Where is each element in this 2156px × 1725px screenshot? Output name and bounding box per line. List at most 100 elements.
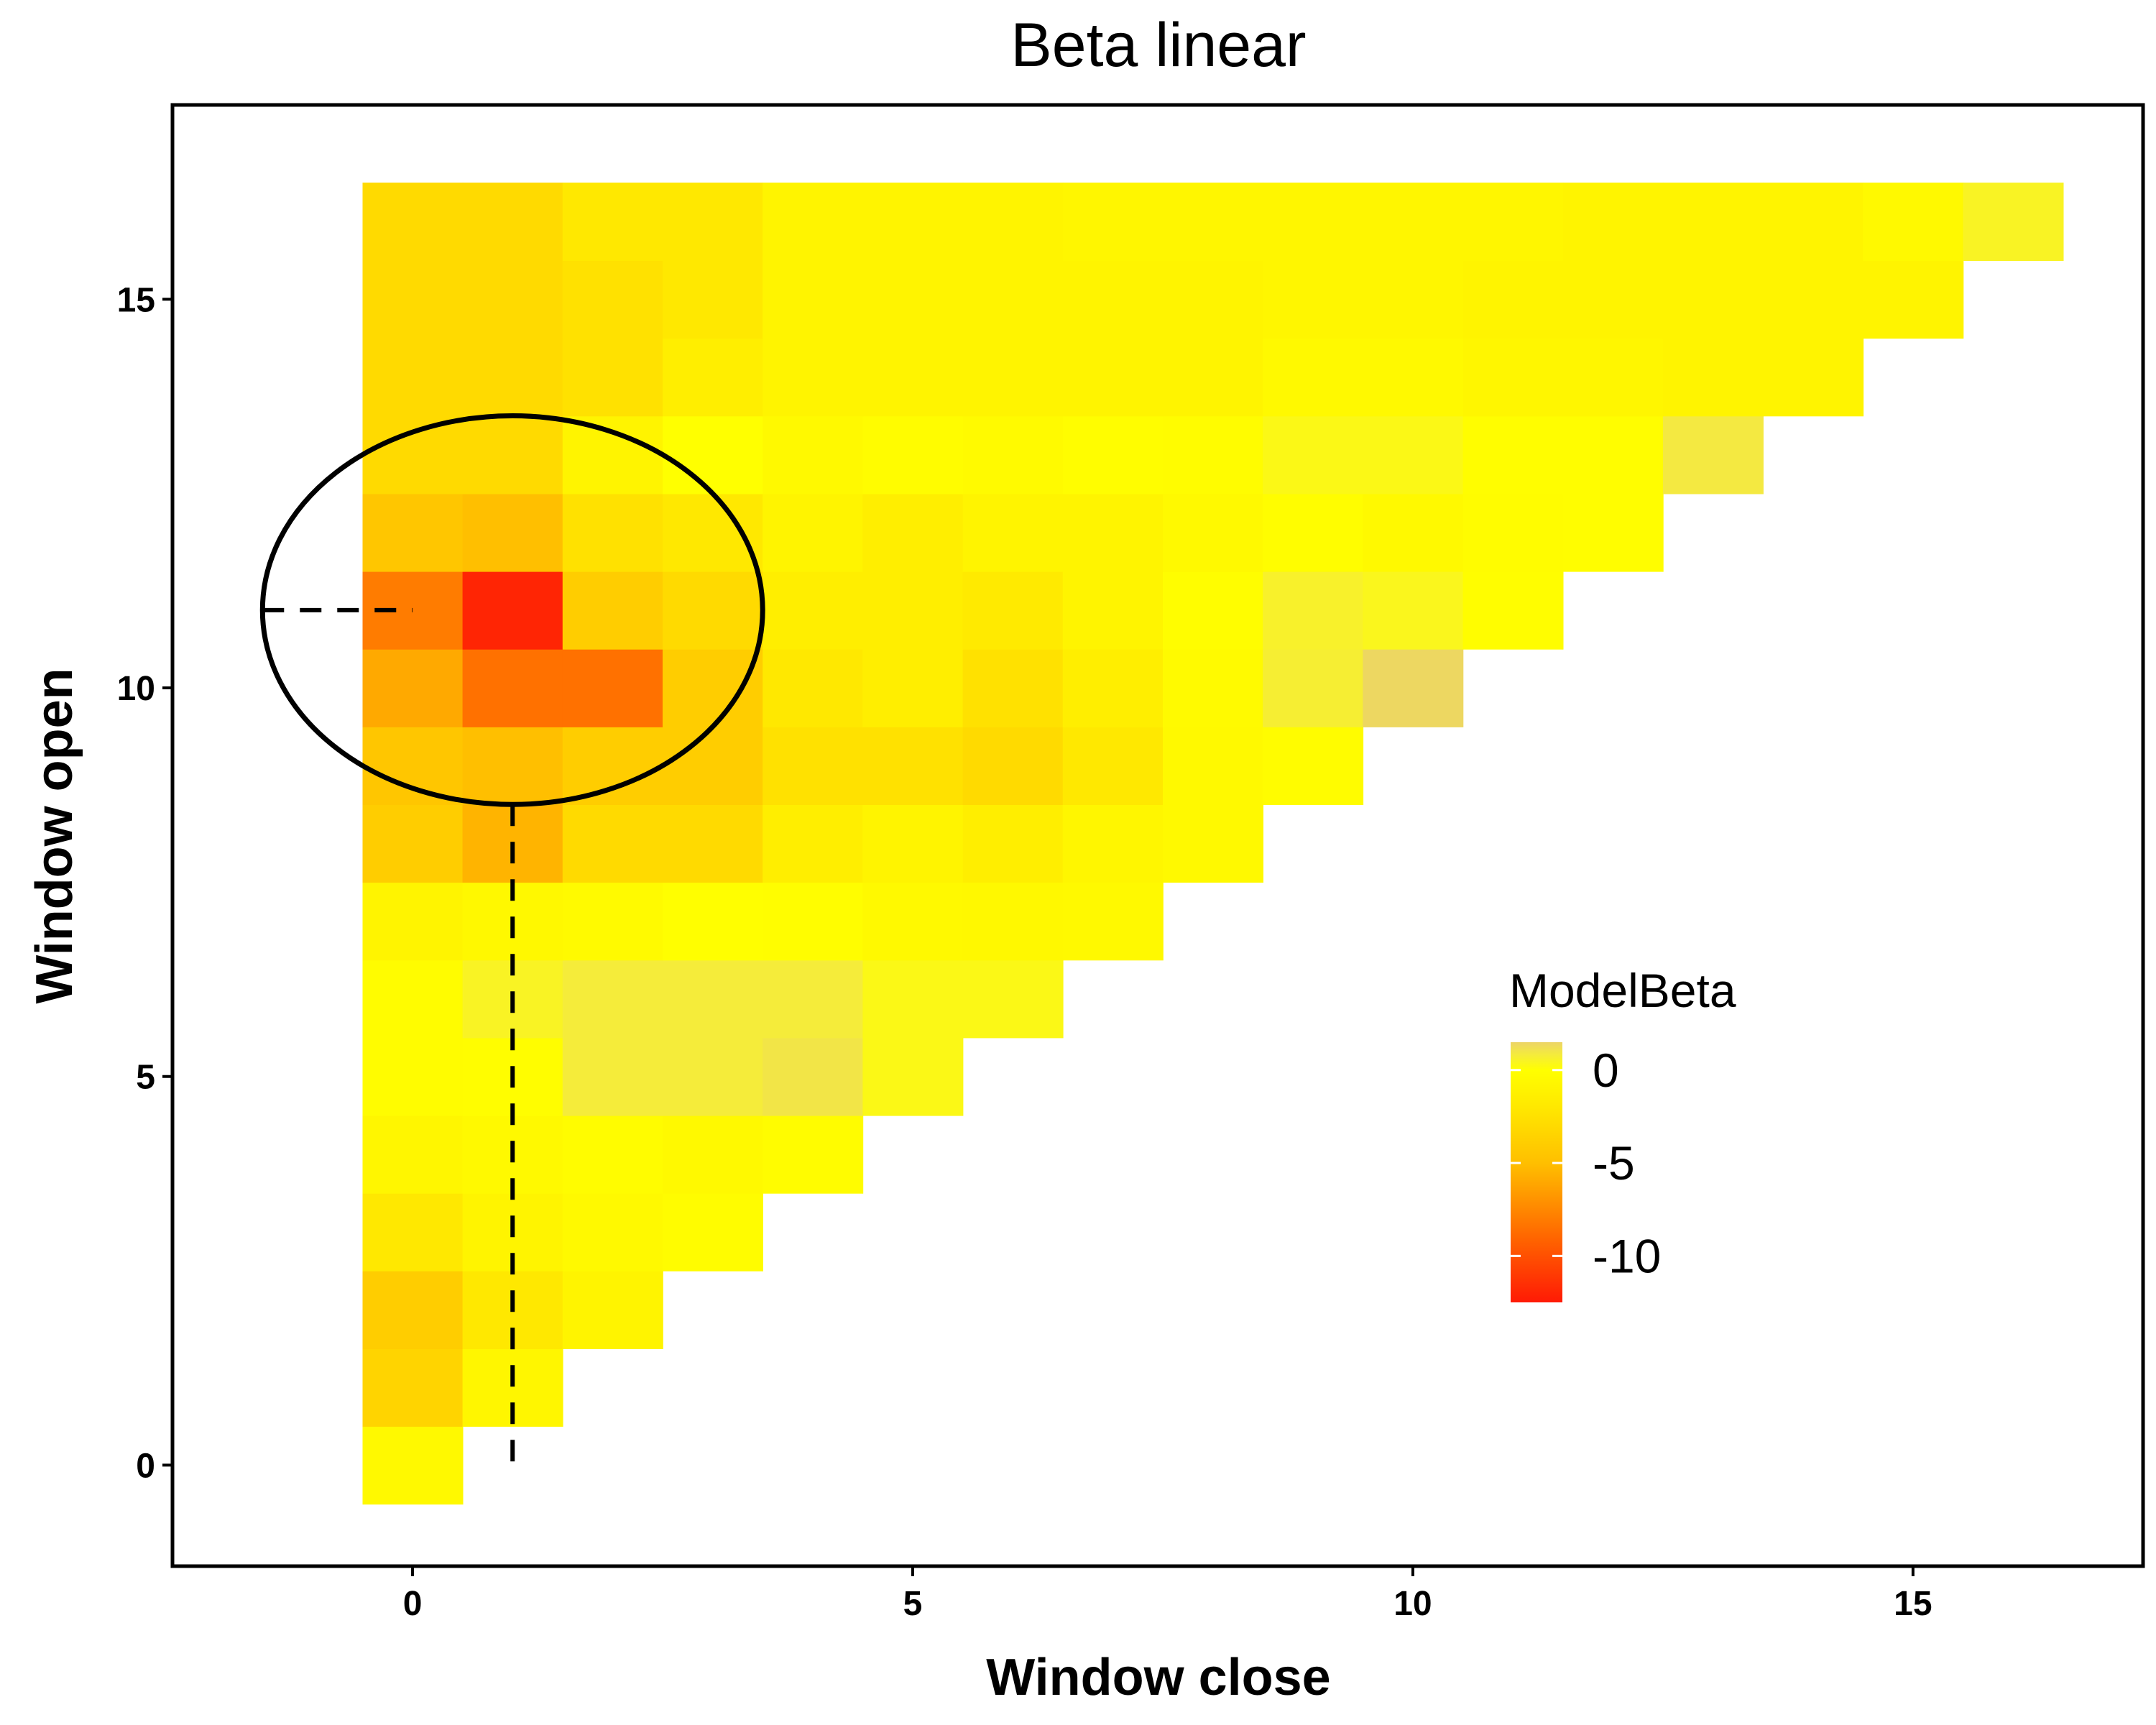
heatmap-tile xyxy=(1863,260,1964,339)
heatmap-tile xyxy=(862,183,964,261)
heatmap-tile xyxy=(1062,415,1164,494)
heatmap-tile xyxy=(962,727,1064,805)
heatmap-tile xyxy=(1062,882,1164,961)
heatmap-tile xyxy=(763,415,864,494)
heatmap-tile xyxy=(962,493,1064,572)
heatmap-tile xyxy=(1163,804,1263,883)
heatmap-tile xyxy=(462,415,563,494)
heatmap-tile xyxy=(663,1115,763,1194)
heatmap-tile xyxy=(962,882,1064,961)
heatmap-tile xyxy=(862,493,964,572)
heatmap-tile xyxy=(1263,493,1364,572)
x-tick-label: 5 xyxy=(903,1585,923,1623)
heatmap-tile xyxy=(562,183,663,261)
heatmap-tile xyxy=(462,649,563,727)
heatmap-tile xyxy=(1363,338,1464,417)
heatmap-tile xyxy=(862,260,964,339)
heatmap-tile xyxy=(462,338,563,417)
heatmap-tile xyxy=(1163,260,1263,339)
heatmap-tile xyxy=(462,571,563,650)
y-axis: 0 5 10 15 xyxy=(117,281,172,1485)
legend-label: -5 xyxy=(1593,1136,1635,1190)
heatmap-tile xyxy=(862,415,964,494)
heatmap-tile xyxy=(1462,338,1564,417)
heatmap-tile xyxy=(1263,260,1364,339)
heatmap-tile xyxy=(1662,260,1764,339)
heatmap-tile xyxy=(663,1037,763,1116)
heatmap-tile xyxy=(1963,183,2064,261)
heatmap-tile xyxy=(562,882,663,961)
heatmap-tile xyxy=(663,882,763,961)
chart-title: Beta linear xyxy=(1010,11,1306,80)
annotations xyxy=(259,413,765,1466)
heatmap-tile xyxy=(362,1192,464,1271)
heatmap-tile xyxy=(862,1037,964,1116)
heatmap-tile xyxy=(862,804,964,883)
heatmap-tile xyxy=(562,1037,663,1116)
heatmap-tile xyxy=(763,493,864,572)
heatmap-tile xyxy=(362,415,464,494)
x-axis: 0 5 10 15 xyxy=(403,1566,1932,1623)
heatmap-tile xyxy=(763,1115,864,1194)
heatmap-tile xyxy=(1662,183,1764,261)
heatmap-tile xyxy=(663,960,763,1039)
heatmap-tile xyxy=(962,338,1064,417)
heatmap-tile xyxy=(562,571,663,650)
y-tick-label: 5 xyxy=(136,1059,155,1097)
heatmap-tile xyxy=(562,1192,663,1271)
heatmap-tile xyxy=(663,804,763,883)
heatmap-tile xyxy=(763,1037,864,1116)
legend-label: 0 xyxy=(1593,1044,1619,1097)
heatmap-tile xyxy=(1662,338,1764,417)
heatmap-tile xyxy=(362,649,464,727)
heatmap-tile xyxy=(1363,183,1464,261)
heatmap-tile xyxy=(1062,571,1164,650)
heatmap-tile xyxy=(862,338,964,417)
heatmap-tile xyxy=(663,1192,763,1271)
heatmap-tile xyxy=(1462,493,1564,572)
heatmap-tile xyxy=(663,338,763,417)
heatmap-tile xyxy=(462,260,563,339)
heatmap-tile xyxy=(562,493,663,572)
heatmap-tile xyxy=(962,571,1064,650)
heatmap-tile xyxy=(763,804,864,883)
heatmap-tile xyxy=(362,183,464,261)
heatmap-tile xyxy=(1363,415,1464,494)
heatmap-tile xyxy=(862,882,964,961)
heatmap-tile xyxy=(1062,493,1164,572)
heatmap-tile xyxy=(763,571,864,650)
heatmap-tile xyxy=(1462,415,1564,494)
heatmap-tile xyxy=(1263,415,1364,494)
heatmap-tile xyxy=(562,1115,663,1194)
heatmap-tile xyxy=(962,804,1064,883)
heatmap-tile xyxy=(1763,260,1864,339)
heatmap-tile xyxy=(1163,727,1263,805)
heatmap-tile xyxy=(763,260,864,339)
heatmap-tile xyxy=(1163,649,1263,727)
heatmap-tile xyxy=(362,727,464,805)
heatmap-tile xyxy=(1363,260,1464,339)
heatmap-tile xyxy=(562,804,663,883)
heatmap-tile xyxy=(862,960,964,1039)
heatmap-tile xyxy=(1263,338,1364,417)
heatmap-tile xyxy=(962,260,1064,339)
heatmap-tile xyxy=(1363,493,1464,572)
legend-colorbar xyxy=(1511,1042,1562,1302)
heatmap-tile xyxy=(1562,338,1664,417)
x-tick-label: 10 xyxy=(1393,1585,1432,1623)
heatmap-tile xyxy=(962,183,1064,261)
y-tick-label: 0 xyxy=(136,1447,155,1485)
heatmap-tile xyxy=(562,960,663,1039)
heatmap-tile xyxy=(1562,183,1664,261)
heatmap-tile xyxy=(362,1348,464,1427)
heatmap-tile xyxy=(663,260,763,339)
heatmap-tile xyxy=(562,338,663,417)
heatmap-tile xyxy=(663,649,763,727)
heatmap-tile xyxy=(1363,571,1464,650)
heatmap-tile xyxy=(362,960,464,1039)
heatmap-tile xyxy=(562,649,663,727)
heatmap-tile xyxy=(1462,260,1564,339)
heatmap-tile xyxy=(663,415,763,494)
